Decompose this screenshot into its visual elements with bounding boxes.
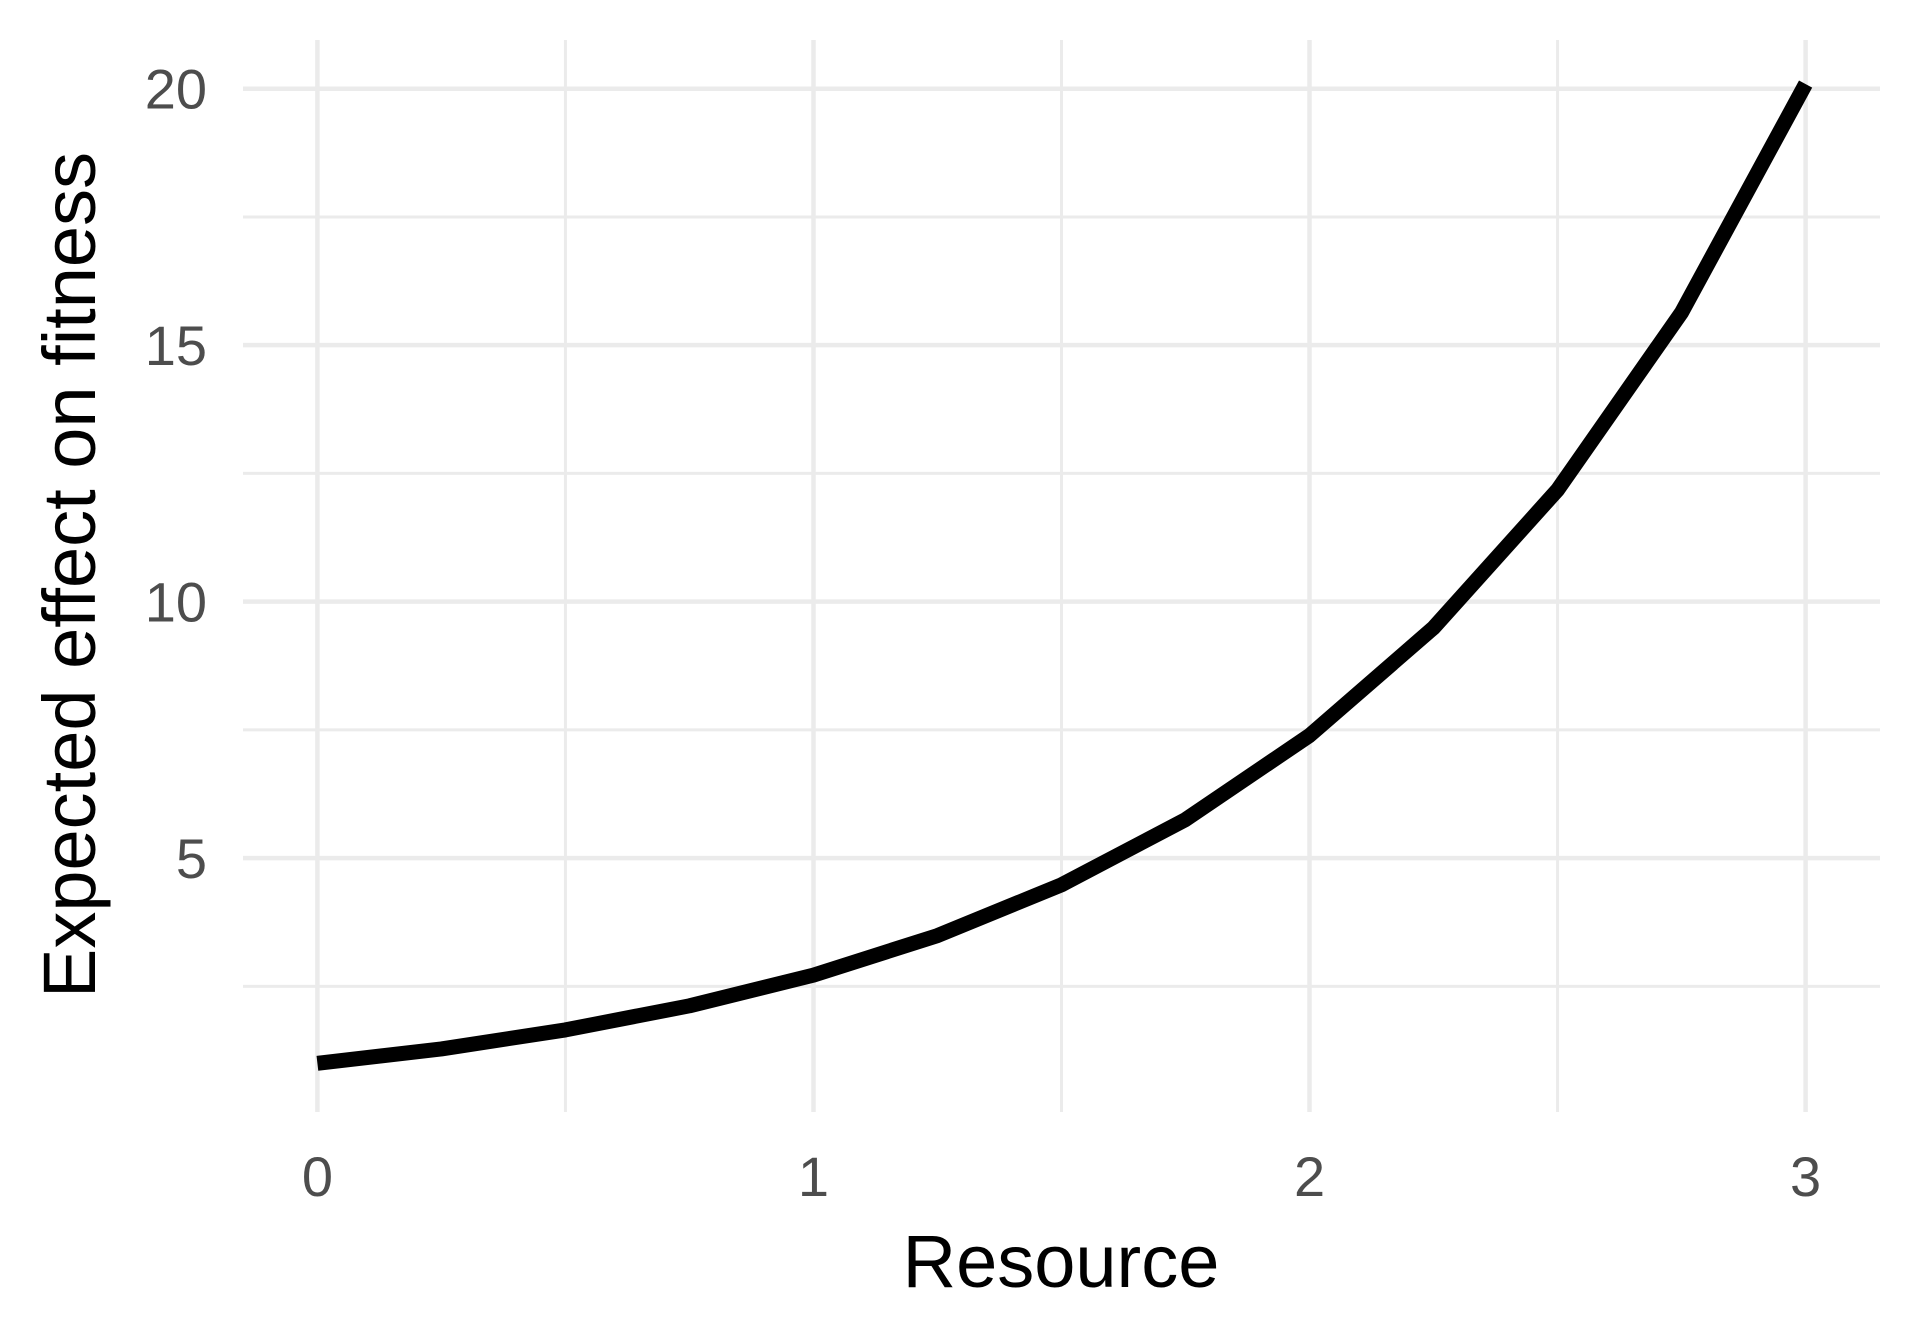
x-tick-label: 2 bbox=[1294, 1145, 1325, 1208]
grid-lines bbox=[243, 40, 1880, 1112]
y-tick-label: 15 bbox=[145, 314, 207, 377]
series-layer bbox=[316, 80, 1813, 1071]
x-axis-tick-labels: 0 1 2 3 bbox=[302, 1145, 1821, 1208]
y-axis-tick-labels: 5 10 15 20 bbox=[145, 58, 207, 890]
y-tick-label: 10 bbox=[145, 571, 207, 634]
x-tick-label: 1 bbox=[798, 1145, 829, 1208]
y-tick-label: 20 bbox=[145, 58, 207, 121]
x-axis-title: Resource bbox=[903, 1220, 1220, 1303]
series-line bbox=[316, 80, 1813, 1071]
y-tick-label: 5 bbox=[176, 827, 207, 890]
x-tick-label: 0 bbox=[302, 1145, 333, 1208]
y-axis-title: Expected effect on fitness bbox=[28, 152, 111, 998]
x-tick-label: 3 bbox=[1790, 1145, 1821, 1208]
